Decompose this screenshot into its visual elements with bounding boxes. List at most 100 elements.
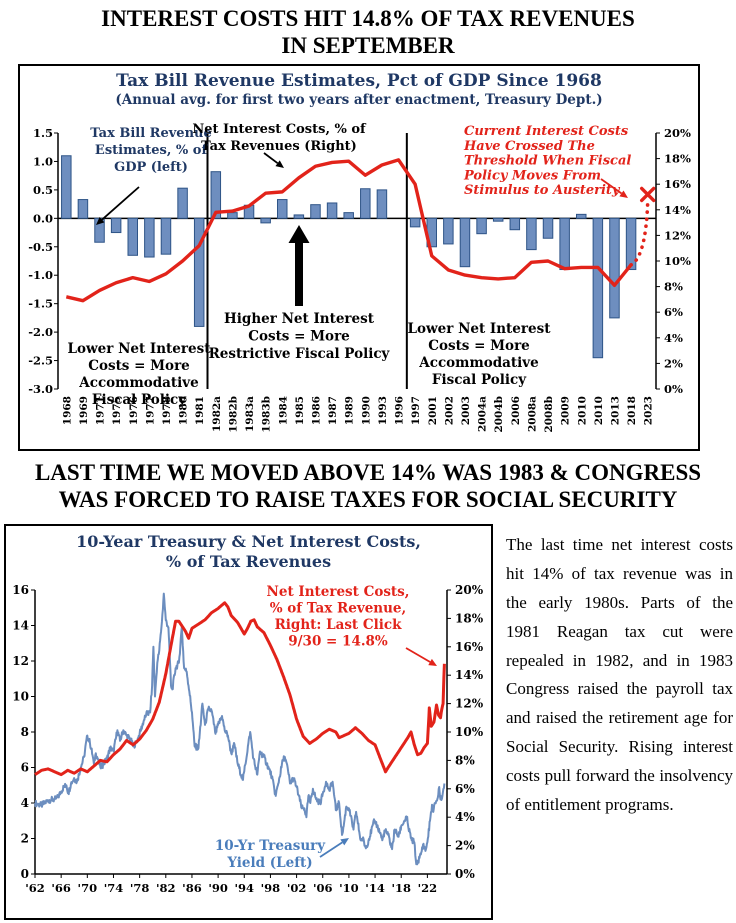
svg-text:% of Tax Revenue,: % of Tax Revenue, [270, 601, 406, 617]
net-interest-line-dotted-forecast [629, 200, 650, 267]
svg-text:1997: 1997 [410, 396, 422, 425]
top-chart-title: Tax Bill Revenue Estimates, Pct of GDP S… [116, 71, 602, 91]
svg-text:6: 6 [21, 761, 29, 775]
svg-text:4%: 4% [455, 810, 475, 824]
svg-text:2004b: 2004b [493, 396, 505, 433]
svg-text:1981: 1981 [194, 396, 206, 425]
svg-text:14%: 14% [455, 668, 484, 682]
svg-text:'10: '10 [339, 881, 359, 895]
svg-text:Tax Bill Revenue: Tax Bill Revenue [90, 126, 212, 141]
svg-text:2001: 2001 [427, 396, 439, 425]
svg-text:1976: 1976 [128, 396, 140, 425]
svg-text:2: 2 [21, 832, 29, 846]
svg-text:'90: '90 [208, 881, 228, 895]
svg-text:-2.0: -2.0 [28, 325, 53, 339]
svg-text:14: 14 [12, 619, 29, 633]
top-chart-subtitle: (Annual avg. for first two years after e… [115, 92, 603, 108]
svg-text:1980: 1980 [178, 396, 190, 425]
svg-text:0%: 0% [455, 867, 475, 881]
svg-text:'86: '86 [182, 881, 202, 895]
svg-text:2018: 2018 [626, 396, 638, 425]
svg-text:12: 12 [12, 654, 29, 668]
tax-bill-chart-box: Tax Bill Revenue Estimates, Pct of GDP S… [18, 64, 700, 451]
svg-text:-0.5: -0.5 [28, 240, 53, 254]
svg-text:1977: 1977 [144, 396, 156, 425]
svg-text:Policy Moves From: Policy Moves From [463, 168, 601, 183]
svg-text:1986: 1986 [310, 396, 322, 425]
svg-text:1.0: 1.0 [33, 154, 53, 168]
svg-text:Fiscal Policy: Fiscal Policy [432, 372, 527, 388]
svg-text:1.5: 1.5 [33, 126, 53, 140]
svg-text:2013: 2013 [609, 396, 621, 425]
headline-interest-costs: INTEREST COSTS HIT 14.8% OF TAX REVENUES… [0, 6, 736, 60]
svg-text:'94: '94 [235, 881, 255, 895]
svg-text:2010: 2010 [576, 396, 588, 425]
svg-text:'98: '98 [261, 881, 281, 895]
svg-text:Costs = More: Costs = More [88, 358, 190, 374]
headline-line: IN SEPTEMBER [281, 32, 455, 58]
svg-text:'18: '18 [391, 881, 411, 895]
commentary-paragraph: The last time net interest costs hit 14%… [506, 535, 733, 815]
svg-text:16: 16 [12, 583, 29, 597]
svg-text:4: 4 [21, 796, 29, 810]
svg-text:Costs = More: Costs = More [248, 329, 350, 345]
tax-bill-bars [61, 155, 637, 359]
svg-text:Right: Last Click: Right: Last Click [275, 617, 403, 633]
svg-text:2%: 2% [455, 839, 475, 853]
svg-text:1982a: 1982a [211, 396, 223, 432]
svg-text:1982b: 1982b [227, 396, 239, 433]
svg-text:1971: 1971 [95, 396, 107, 425]
tax-bill-chart-canvas: 1.5 1.0 0.5 0.0 -0.5 -1.0 -1.5 -2.0 -2.5 -3.0 20% 1… [28, 122, 691, 433]
svg-text:Fiscal Policy: Fiscal Policy [92, 392, 187, 408]
svg-text:1996: 1996 [394, 396, 406, 425]
svg-text:16%: 16% [455, 640, 484, 654]
svg-text:Accommodative: Accommodative [418, 355, 538, 371]
svg-text:8%: 8% [455, 753, 475, 767]
svg-text:2010: 2010 [593, 396, 605, 425]
svg-text:1983a: 1983a [244, 396, 256, 432]
svg-text:0: 0 [21, 867, 29, 881]
treasury-chart-box: 10-Year Treasury & Net Interest Costs,% … [4, 524, 493, 920]
svg-text:2006: 2006 [510, 396, 522, 425]
svg-text:14%: 14% [664, 203, 691, 217]
svg-text:Yield (Left): Yield (Left) [226, 855, 312, 871]
svg-text:2009: 2009 [560, 396, 572, 425]
svg-text:10-Yr Treasury: 10-Yr Treasury [215, 838, 326, 854]
svg-text:0%: 0% [664, 382, 683, 396]
svg-text:Lower Net Interest: Lower Net Interest [408, 321, 552, 337]
svg-text:1983b: 1983b [261, 396, 273, 433]
svg-text:'22: '22 [418, 881, 438, 895]
net-interest-costs-line [34, 601, 446, 777]
svg-text:1975: 1975 [111, 396, 123, 425]
svg-text:'74: '74 [104, 881, 124, 895]
svg-text:8%: 8% [664, 280, 683, 294]
svg-text:20%: 20% [664, 126, 691, 140]
svg-text:'62: '62 [25, 881, 45, 895]
headline-last-time-above-14: LAST TIME WE MOVED ABOVE 14% WAS 1983 & … [0, 460, 736, 514]
svg-text:2003: 2003 [460, 396, 472, 425]
svg-text:Have Crossed The: Have Crossed The [463, 139, 595, 154]
svg-text:18%: 18% [455, 611, 484, 625]
svg-text:10%: 10% [664, 254, 691, 268]
svg-text:1987: 1987 [327, 396, 339, 425]
svg-text:8: 8 [21, 725, 29, 739]
svg-text:'70: '70 [78, 881, 98, 895]
svg-text:1968: 1968 [61, 396, 73, 425]
svg-text:0.0: 0.0 [33, 211, 53, 225]
svg-text:18%: 18% [664, 152, 691, 166]
svg-text:1978: 1978 [161, 396, 173, 425]
svg-text:-1.5: -1.5 [28, 297, 53, 311]
svg-text:2008b: 2008b [543, 396, 555, 433]
current-level-x-marker [639, 186, 656, 203]
svg-text:'06: '06 [313, 881, 333, 895]
svg-text:Threshold When Fiscal: Threshold When Fiscal [464, 154, 631, 169]
svg-text:20%: 20% [455, 583, 484, 597]
svg-text:9/30 = 14.8%: 9/30 = 14.8% [288, 634, 388, 650]
svg-text:4%: 4% [664, 331, 683, 345]
svg-text:10: 10 [12, 690, 29, 704]
headline-line: INTEREST COSTS HIT 14.8% OF TAX REVENUES [101, 6, 635, 31]
svg-text:Estimates, % of: Estimates, % of [95, 143, 209, 158]
svg-text:10%: 10% [455, 725, 484, 739]
svg-text:'82: '82 [156, 881, 176, 895]
